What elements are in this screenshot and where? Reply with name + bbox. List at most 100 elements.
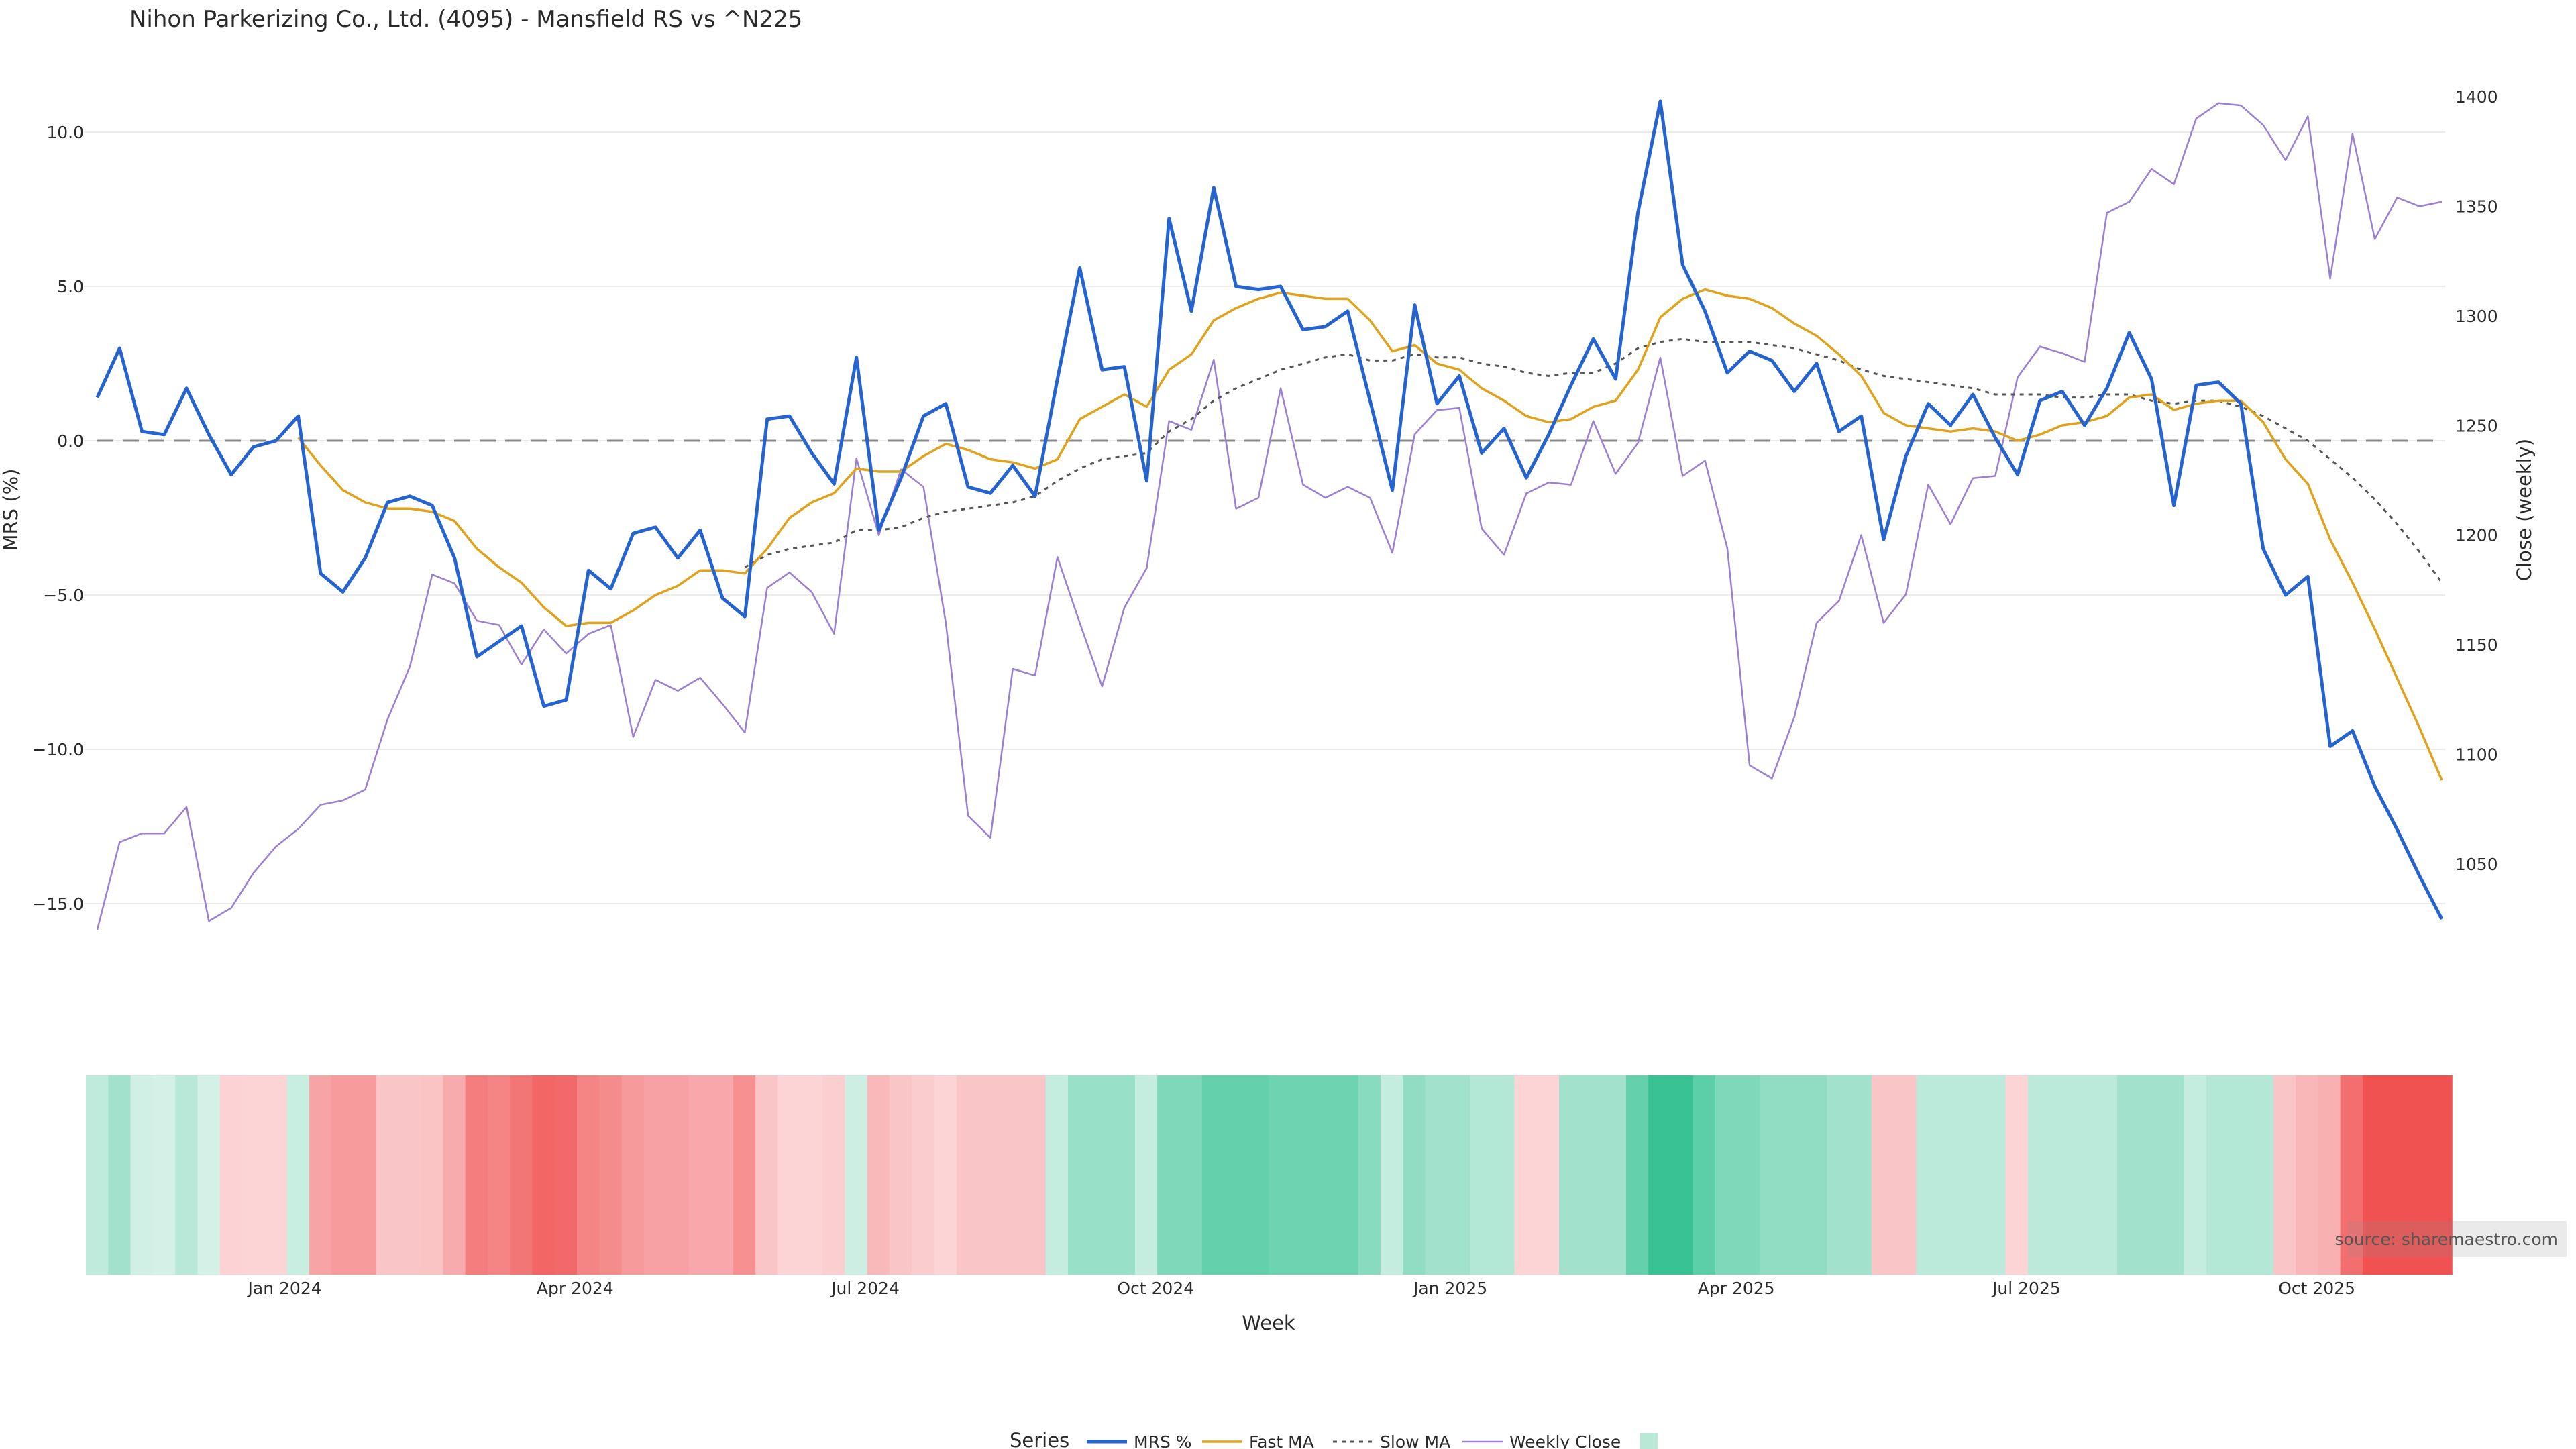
heatmap-cell (1201, 1075, 1225, 1275)
heatmap-cell (354, 1075, 377, 1275)
heatmap-cell (2296, 1075, 2319, 1275)
heatmap-cell (1447, 1075, 1470, 1275)
source-box (2348, 1221, 2567, 1257)
heatmap-cell (1938, 1075, 1962, 1275)
heatmap-cell (599, 1075, 623, 1275)
heatmap-cell (1336, 1075, 1359, 1275)
y2-tick-label: 1150 (2455, 635, 2498, 655)
heatmap-cell (845, 1075, 868, 1275)
heatmap-cell (577, 1075, 600, 1275)
heatmap-cell (1179, 1075, 1203, 1275)
heatmap-cell (1045, 1075, 1069, 1275)
legend-band-swatch (1640, 1433, 1658, 1449)
heatmap-cell (465, 1075, 488, 1275)
heatmap-cell (1849, 1075, 1872, 1275)
heatmap-cell (2161, 1075, 2185, 1275)
heatmap-cell (286, 1075, 310, 1275)
heatmap-cell (867, 1075, 890, 1275)
heatmap-cell (554, 1075, 578, 1275)
heatmap-cell (1581, 1075, 1605, 1275)
heatmap-cell (421, 1075, 444, 1275)
heatmap-cell (621, 1075, 645, 1275)
y2-tick-label: 1350 (2455, 197, 2498, 216)
x-tick-label: Jul 2025 (1991, 1279, 2061, 1298)
heatmap-cell (2429, 1075, 2453, 1275)
heatmap-cell (777, 1075, 801, 1275)
heatmap-cell (264, 1075, 288, 1275)
heatmap-cell (1670, 1075, 1694, 1275)
heatmap-cell (1134, 1075, 1158, 1275)
heatmap-cell (331, 1075, 355, 1275)
legend-label: Weekly Close (1509, 1432, 1621, 1449)
heatmap-cell (1090, 1075, 1114, 1275)
heatmap-cell (532, 1075, 555, 1275)
heatmap-cell (2050, 1075, 2074, 1275)
heatmap-cell (1536, 1075, 1560, 1275)
heatmap-cell (197, 1075, 221, 1275)
y-tick-label: 0.0 (57, 431, 84, 451)
heatmap-cell (1425, 1075, 1448, 1275)
heatmap-cell (978, 1075, 1002, 1275)
source-label: source: sharemaestro.com (2335, 1230, 2559, 1249)
heatmap-cell (1068, 1075, 1091, 1275)
heatmap-cell (1715, 1075, 1739, 1275)
heatmap-cell (1157, 1075, 1181, 1275)
heatmap-cell (1514, 1075, 1538, 1275)
heatmap-cell (175, 1075, 199, 1275)
heatmap-cell (1916, 1075, 1939, 1275)
heatmap-cell (510, 1075, 533, 1275)
heatmap-cell (2273, 1075, 2296, 1275)
heatmap-cell (376, 1075, 399, 1275)
heatmap-cell (108, 1075, 131, 1275)
chart-title: Nihon Parkerizing Co., Ltd. (4095) - Man… (129, 6, 802, 33)
y-tick-label: −15.0 (32, 894, 84, 914)
y2-tick-label: 1200 (2455, 526, 2498, 545)
heatmap-cell (1224, 1075, 1248, 1275)
heatmap-cell (398, 1075, 421, 1275)
series-line-weekly-close (96, 102, 2443, 930)
heatmap-cell (2407, 1075, 2430, 1275)
heatmap-cell (755, 1075, 779, 1275)
heatmap-cell (1760, 1075, 1783, 1275)
heatmap-cell (219, 1075, 243, 1275)
heatmap-cell (2318, 1075, 2341, 1275)
y2-tick-label: 1400 (2455, 87, 2498, 107)
heatmap-cell (2385, 1075, 2408, 1275)
heatmap-cell (710, 1075, 734, 1275)
heatmap-cell (2206, 1075, 2230, 1275)
heatmap-cell (1782, 1075, 1805, 1275)
heatmap-cell (1246, 1075, 1270, 1275)
heatmap-cell (2229, 1075, 2252, 1275)
gridlines (84, 131, 2445, 904)
heatmap-cell (1403, 1075, 1426, 1275)
x-tick-label: Jul 2024 (830, 1279, 900, 1298)
heatmap-cell (889, 1075, 912, 1275)
heatmap-cell (666, 1075, 690, 1275)
heatmap-cell (1269, 1075, 1292, 1275)
heatmap-cell (800, 1075, 823, 1275)
heatmap-cell (1960, 1075, 1984, 1275)
y2-tick-label: 1250 (2455, 416, 2498, 435)
y-tick-label: −5.0 (43, 586, 84, 605)
y2-axis-title: Close (weekly) (2513, 439, 2536, 581)
heatmap-cell (1625, 1075, 1649, 1275)
y2-tick-label: 1050 (2455, 855, 2498, 874)
heatmap-cell (2116, 1075, 2140, 1275)
heatmap-cell (2251, 1075, 2274, 1275)
heatmap-cell (1805, 1075, 1828, 1275)
x-tick-label: Jan 2024 (247, 1279, 322, 1298)
heatmap-cell (643, 1075, 667, 1275)
heatmap-cell (1648, 1075, 1672, 1275)
heatmap-cell (2362, 1075, 2385, 1275)
heatmap-cell (688, 1075, 712, 1275)
heatmap-cell (487, 1075, 511, 1275)
heatmap-cell (912, 1075, 935, 1275)
y-axis-ticks: 10.0 5.0 0.0 −5.0 −10.0 −15.0 (32, 123, 84, 914)
series-layer (95, 99, 2444, 930)
legend-label: Slow MA (1380, 1432, 1450, 1449)
heatmap-cell (2027, 1075, 2051, 1275)
heatmap-cell (1469, 1075, 1493, 1275)
heatmap-cell (2094, 1075, 2118, 1275)
heatmap-cell (1559, 1075, 1582, 1275)
heatmap-cell (443, 1075, 466, 1275)
